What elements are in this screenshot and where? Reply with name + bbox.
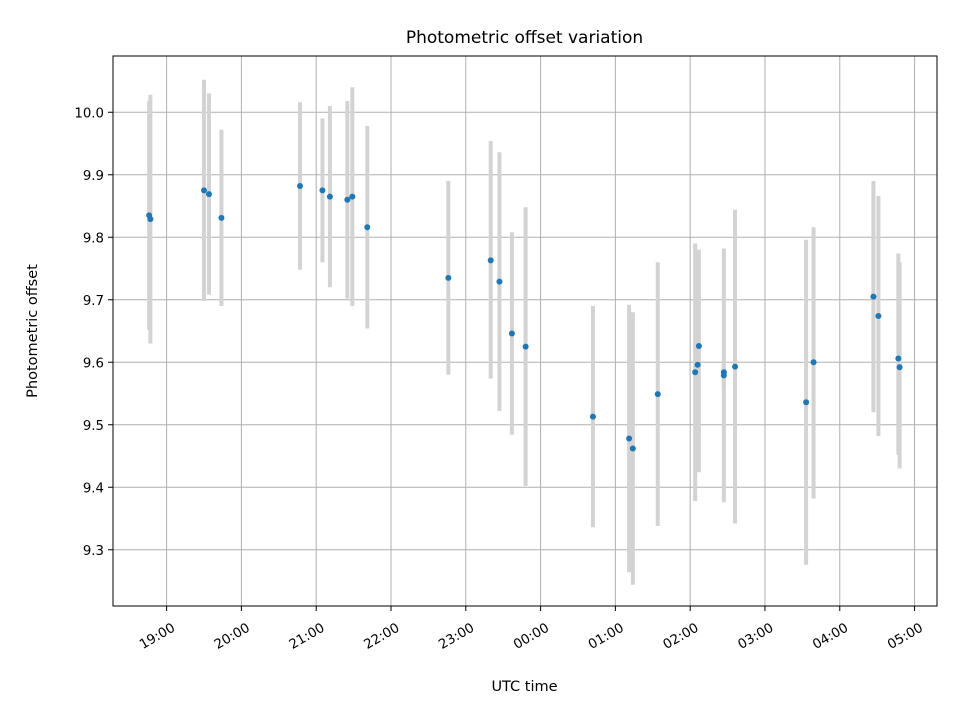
- y-axis-label: Photometric offset: [25, 264, 41, 398]
- data-point: [205, 191, 212, 198]
- data-point: [319, 187, 326, 194]
- data-point: [344, 196, 351, 203]
- data-point: [201, 187, 208, 194]
- data-point: [626, 435, 633, 442]
- data-point: [692, 369, 699, 376]
- data-point: [326, 193, 333, 200]
- plot-area: [112, 55, 938, 607]
- data-point: [695, 343, 702, 349]
- y-tick-label: 9.8: [83, 231, 104, 246]
- y-tick-label: 9.5: [83, 419, 104, 434]
- data-point: [296, 183, 303, 189]
- data-point: [629, 445, 636, 452]
- x-axis-label: UTC time: [491, 679, 557, 695]
- data-point: [496, 278, 503, 285]
- data-point: [875, 313, 882, 319]
- data-point: [654, 391, 661, 398]
- y-tick-label: 9.9: [83, 169, 104, 184]
- data-point: [508, 330, 515, 337]
- data-point: [720, 372, 727, 379]
- data-point: [349, 193, 356, 200]
- data-point: [589, 413, 596, 420]
- data-point: [147, 216, 154, 223]
- data-point: [870, 293, 877, 300]
- chart-title: Photometric offset variation: [406, 28, 643, 48]
- data-point: [218, 214, 225, 221]
- y-tick-label: 9.7: [83, 294, 104, 309]
- y-tick-label: 9.3: [83, 544, 104, 559]
- y-tick-label: 10.0: [74, 106, 104, 121]
- data-point: [487, 257, 494, 264]
- data-point: [522, 343, 529, 350]
- y-tick-label: 9.6: [83, 356, 104, 371]
- data-point: [810, 359, 817, 366]
- data-point: [896, 364, 903, 371]
- data-point: [694, 361, 701, 368]
- data-point: [803, 399, 810, 406]
- y-tick-label: 9.4: [83, 481, 104, 496]
- data-point: [445, 274, 452, 281]
- data-point: [364, 224, 371, 231]
- data-point: [895, 355, 902, 362]
- data-points: [146, 183, 903, 452]
- data-point: [732, 363, 739, 370]
- y-axis: 9.3 9.4 9.5 9.6 9.7 9.8 9.9 10.0: [74, 106, 113, 559]
